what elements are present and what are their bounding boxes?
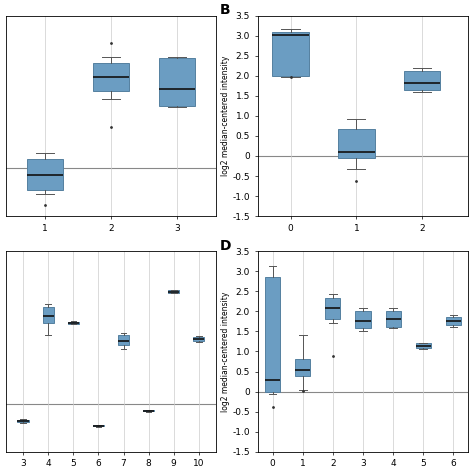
PathPatch shape: [338, 129, 374, 158]
PathPatch shape: [416, 344, 431, 348]
PathPatch shape: [93, 63, 129, 91]
PathPatch shape: [265, 277, 280, 392]
Y-axis label: log2 median-centered intensity: log2 median-centered intensity: [220, 55, 229, 176]
PathPatch shape: [295, 359, 310, 376]
PathPatch shape: [446, 318, 461, 325]
PathPatch shape: [143, 410, 154, 411]
PathPatch shape: [325, 299, 340, 319]
PathPatch shape: [18, 420, 29, 422]
PathPatch shape: [168, 291, 179, 292]
PathPatch shape: [404, 71, 440, 90]
PathPatch shape: [27, 159, 63, 190]
PathPatch shape: [193, 337, 204, 341]
PathPatch shape: [118, 335, 129, 345]
PathPatch shape: [273, 32, 309, 76]
PathPatch shape: [68, 322, 79, 324]
PathPatch shape: [159, 58, 195, 106]
Text: D: D: [219, 239, 231, 253]
PathPatch shape: [386, 310, 401, 327]
PathPatch shape: [93, 425, 104, 426]
PathPatch shape: [356, 310, 371, 328]
PathPatch shape: [43, 307, 54, 323]
Y-axis label: log2 median-centered intensity: log2 median-centered intensity: [220, 292, 229, 411]
Text: B: B: [219, 3, 230, 18]
